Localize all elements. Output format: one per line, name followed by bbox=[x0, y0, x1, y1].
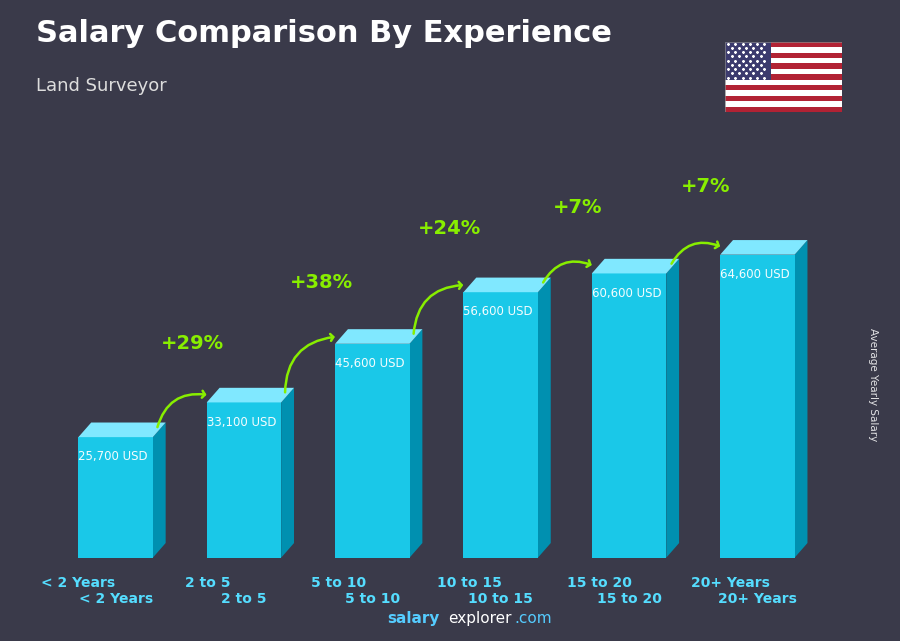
Text: 64,600 USD: 64,600 USD bbox=[720, 268, 789, 281]
Text: 15 to 20: 15 to 20 bbox=[567, 576, 632, 590]
Polygon shape bbox=[592, 259, 680, 274]
Text: salary: salary bbox=[387, 611, 439, 626]
Text: < 2 Years: < 2 Years bbox=[40, 576, 114, 590]
Polygon shape bbox=[78, 422, 166, 437]
Polygon shape bbox=[281, 388, 294, 558]
Polygon shape bbox=[795, 240, 807, 558]
Bar bbox=[724, 85, 842, 90]
Text: +7%: +7% bbox=[681, 176, 731, 196]
Polygon shape bbox=[538, 278, 551, 558]
Text: 20+ Years: 20+ Years bbox=[690, 576, 770, 590]
Text: Salary Comparison By Experience: Salary Comparison By Experience bbox=[36, 19, 612, 48]
Polygon shape bbox=[592, 274, 666, 558]
Bar bbox=[724, 58, 842, 63]
Polygon shape bbox=[207, 403, 281, 558]
Text: 15 to 20: 15 to 20 bbox=[597, 592, 662, 606]
Polygon shape bbox=[464, 292, 538, 558]
Polygon shape bbox=[335, 344, 410, 558]
Polygon shape bbox=[153, 422, 166, 558]
Polygon shape bbox=[666, 259, 680, 558]
Text: explorer: explorer bbox=[448, 611, 512, 626]
Text: 56,600 USD: 56,600 USD bbox=[464, 305, 533, 319]
Bar bbox=[724, 42, 842, 47]
Polygon shape bbox=[720, 240, 807, 254]
Text: +24%: +24% bbox=[418, 219, 481, 238]
Bar bbox=[724, 74, 842, 79]
Text: .com: .com bbox=[514, 611, 552, 626]
Text: +7%: +7% bbox=[553, 197, 602, 217]
Bar bbox=[724, 53, 842, 58]
Text: 60,600 USD: 60,600 USD bbox=[591, 287, 662, 299]
Text: 5 to 10: 5 to 10 bbox=[345, 592, 400, 606]
Polygon shape bbox=[410, 329, 422, 558]
Bar bbox=[724, 42, 771, 79]
Text: 10 to 15: 10 to 15 bbox=[468, 592, 533, 606]
Text: 25,700 USD: 25,700 USD bbox=[78, 451, 148, 463]
Bar bbox=[724, 90, 842, 96]
Polygon shape bbox=[78, 437, 153, 558]
Bar bbox=[724, 47, 842, 53]
Polygon shape bbox=[335, 329, 422, 344]
Text: 5 to 10: 5 to 10 bbox=[311, 576, 366, 590]
Text: 2 to 5: 2 to 5 bbox=[185, 576, 231, 590]
Text: Average Yearly Salary: Average Yearly Salary bbox=[868, 328, 878, 441]
Polygon shape bbox=[464, 278, 551, 292]
Text: Land Surveyor: Land Surveyor bbox=[36, 77, 166, 95]
Text: < 2 Years: < 2 Years bbox=[78, 592, 153, 606]
Text: 2 to 5: 2 to 5 bbox=[221, 592, 266, 606]
Polygon shape bbox=[720, 254, 795, 558]
Text: 20+ Years: 20+ Years bbox=[718, 592, 796, 606]
Text: 33,100 USD: 33,100 USD bbox=[207, 415, 276, 429]
Text: +29%: +29% bbox=[161, 333, 224, 353]
Polygon shape bbox=[207, 388, 294, 403]
Bar bbox=[724, 101, 842, 107]
Text: 10 to 15: 10 to 15 bbox=[436, 576, 501, 590]
Text: +38%: +38% bbox=[290, 272, 353, 292]
Bar bbox=[724, 107, 842, 112]
Bar bbox=[724, 69, 842, 74]
Bar bbox=[724, 96, 842, 101]
Bar bbox=[724, 63, 842, 69]
Text: 45,600 USD: 45,600 USD bbox=[335, 357, 405, 370]
Bar bbox=[724, 79, 842, 85]
